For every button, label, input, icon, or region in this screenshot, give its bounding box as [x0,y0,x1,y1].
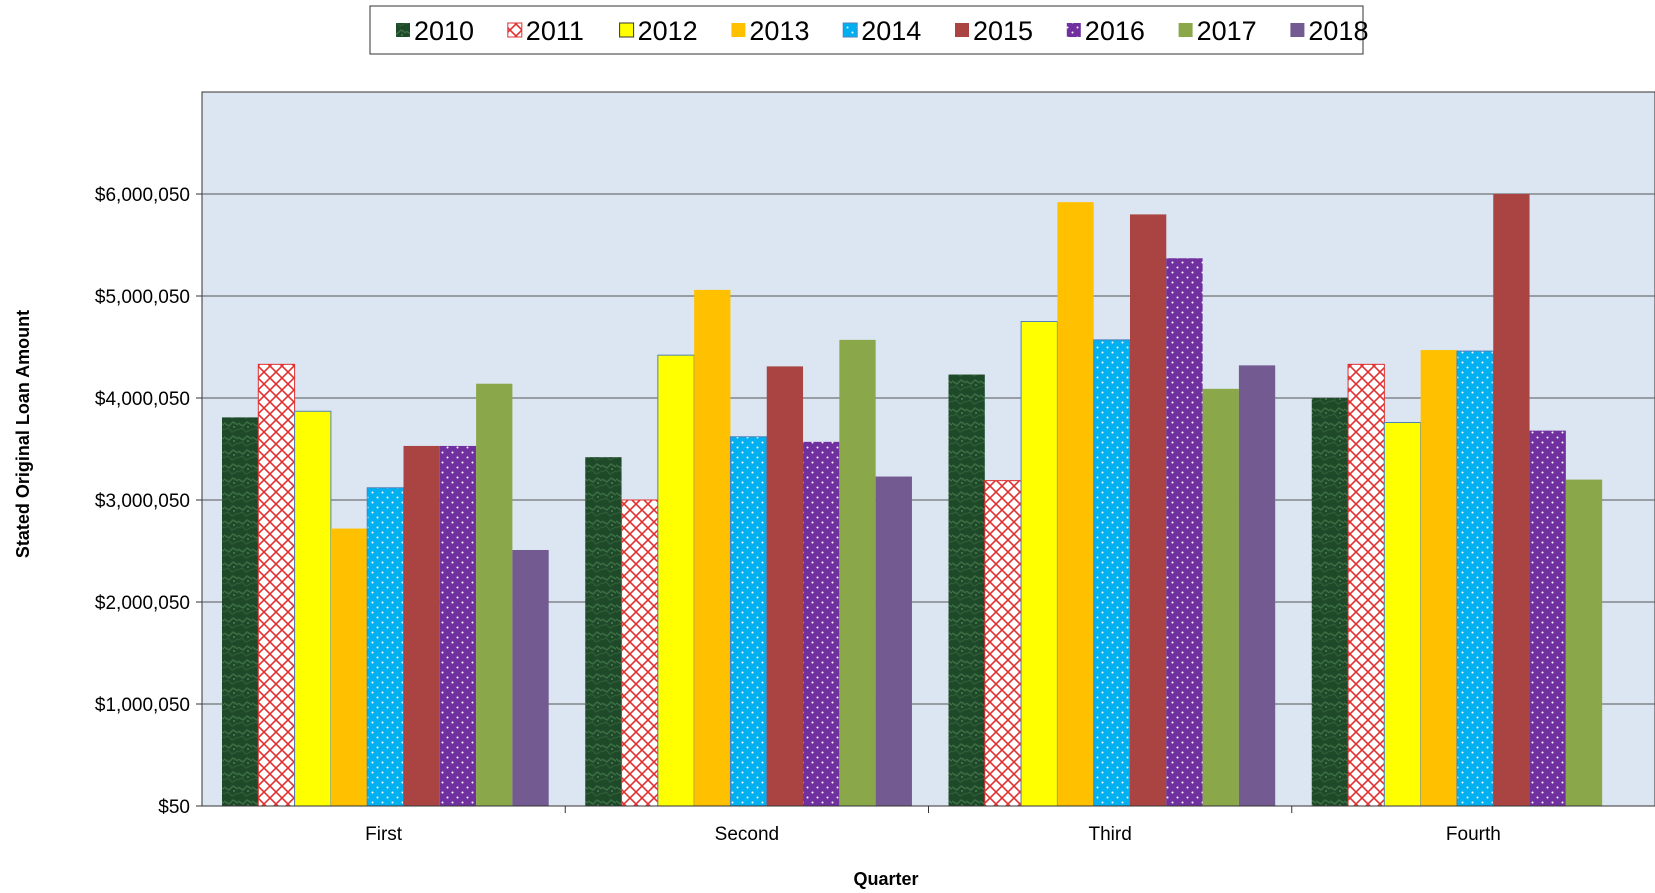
legend-swatch-2016 [1066,23,1081,37]
legend-label-2014: 2014 [861,16,921,46]
legend-label-2015: 2015 [973,16,1033,46]
bar-2014-second [729,436,768,807]
legend-label-2016: 2016 [1085,16,1145,46]
bar-2012-fourth [1383,421,1422,807]
bar-2017-third [1202,388,1239,806]
x-tick-label: Second [715,824,779,845]
legend-swatch-2014 [842,22,858,38]
legend-label-2011: 2011 [526,16,584,46]
legend-label-2012: 2012 [638,16,698,46]
axes: $50 $1,000,050 $2,000,050 $3,000,050 $4,000,… [95,185,1655,845]
bar-2010-fourth [1311,398,1349,806]
legend: 2010 2011 2012 2013 2014 2015 2016 2017 2018 [369,5,1368,55]
bar-2017-second [839,339,876,806]
bar-2013-first [330,528,368,806]
legend-swatch-2015 [955,23,969,37]
bar-2011-fourth [1347,363,1385,807]
bar-2013-fourth [1420,350,1457,806]
bar-2016-first [439,445,477,806]
y-tick-label: $50 [158,797,190,818]
legend-swatch-2018 [1290,23,1305,37]
bar-2014-first [366,487,405,807]
bar-2014-fourth [1456,350,1494,807]
x-tick-label: First [365,824,403,845]
legend-label-2018: 2018 [1308,16,1368,46]
legend-label-2013: 2013 [749,16,809,46]
bar-2010-third [948,374,985,806]
bar-2017-first [476,383,513,806]
bar-2015-second [766,366,804,806]
bar-2018-first [512,549,549,806]
y-tick-label: $6,000,050 [95,185,190,206]
bar-2013-third [1057,202,1094,806]
bar-2011-second [621,499,659,807]
bar-2014-third [1093,339,1131,807]
legend-swatch-2013 [731,23,746,37]
x-axis-title: Quarter [853,869,918,889]
bar-2012-first [294,410,332,807]
bar-2018-third [1238,365,1276,806]
bar-2010-first [222,417,259,806]
bar-2012-second [657,354,695,807]
bar-2016-fourth [1529,430,1566,806]
x-tick-label: Fourth [1446,824,1501,845]
bar-2016-second [803,441,840,806]
bar-2015-fourth [1493,194,1530,806]
y-tick-label: $2,000,050 [95,593,190,614]
y-tick-label: $5,000,050 [95,287,190,308]
y-tick-label: $3,000,050 [95,491,190,512]
bar-2015-first [403,445,440,806]
bars [222,194,1603,807]
legend-swatch-2010 [396,23,410,37]
x-tick-label: Third [1088,824,1131,845]
legend-label-2010: 2010 [414,16,474,46]
bar-2015-third [1130,214,1167,806]
legend-swatch-2017 [1178,23,1193,37]
bar-2012-third [1020,321,1058,807]
legend-swatch-2011 [507,22,523,38]
legend-box [369,5,1364,55]
bar-2018-second [875,476,912,806]
y-tick-label: $4,000,050 [95,389,190,410]
bar-2017-fourth [1565,479,1603,806]
bar-2011-third [984,480,1022,807]
y-tick-label: $1,000,050 [95,695,190,716]
bar-2010-second [585,457,622,806]
bar-2011-first [257,363,296,807]
legend-label-2017: 2017 [1197,16,1257,46]
bar-2013-second [694,289,731,806]
legend-swatch-2012 [619,22,635,38]
y-axis-title: Stated Original Loan Amount [13,310,33,558]
bar-2016-third [1166,258,1203,806]
